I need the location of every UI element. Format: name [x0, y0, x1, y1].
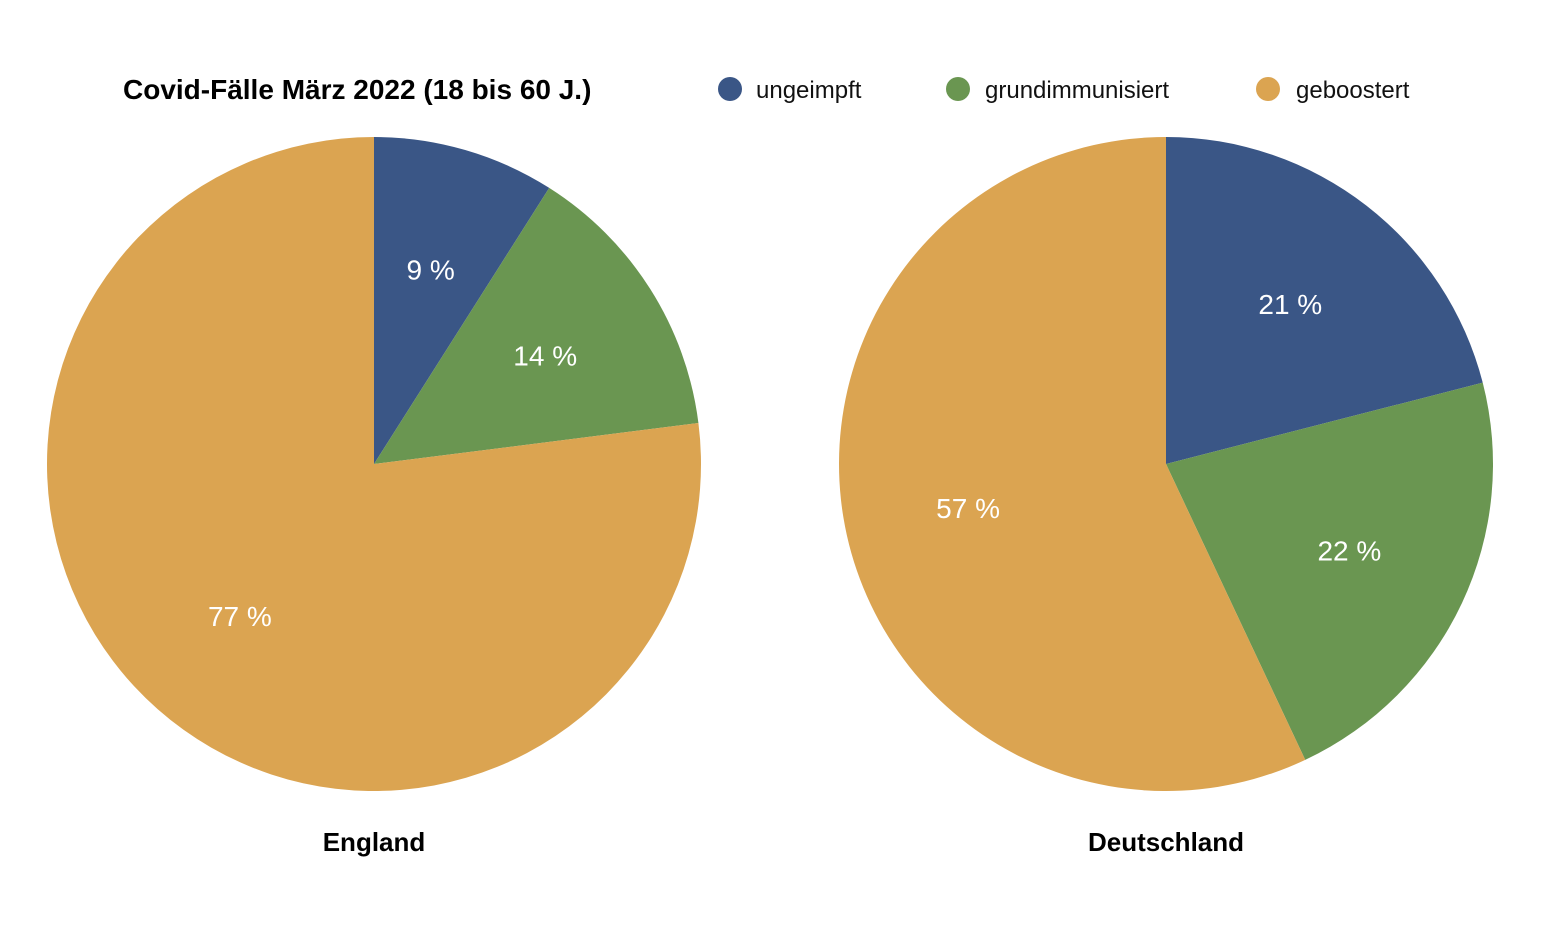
legend-item-0: ungeimpft [718, 77, 862, 104]
slice-label-england-2: 77 % [208, 601, 272, 632]
pie-england: 9 % 14 % 77 % [46, 137, 701, 791]
pie-caption-deutschland: Deutschland [1088, 827, 1244, 857]
slice-label-deutschland-1: 22 % [1317, 535, 1381, 566]
legend-label-1: grundimmunisiert [985, 77, 1169, 104]
legend-swatch-1 [946, 77, 970, 101]
pie-slice-england-2 [46, 137, 701, 791]
legend-swatch-0 [718, 77, 742, 101]
pies-layer: 9 % 14 % 77 % 21 % 22 % 57 % [46, 137, 1494, 791]
slice-label-deutschland-0: 21 % [1258, 289, 1322, 320]
pie-slice-england-1 [374, 187, 699, 464]
pie-slice-deutschland-2 [839, 137, 1306, 791]
legend-swatch-2 [1256, 77, 1280, 101]
chart-title: Covid-Fälle März 2022 (18 bis 60 J.) [123, 74, 591, 105]
pie-deutschland: 21 % 22 % 57 % [839, 137, 1494, 791]
legend-label-2: geboostert [1296, 77, 1410, 104]
legend-item-2: geboostert [1256, 77, 1410, 104]
legend-item-1: grundimmunisiert [946, 77, 1169, 104]
pie-slice-deutschland-1 [1166, 382, 1494, 760]
pie-slice-deutschland-0 [1166, 137, 1483, 464]
legend-label-0: ungeimpft [756, 77, 862, 104]
pie-caption-england: England [323, 827, 426, 857]
legend: ungeimpft grundimmunisiert geboostert [718, 77, 1410, 104]
pie-slice-england-0 [374, 137, 550, 464]
slice-label-england-1: 14 % [513, 340, 577, 371]
slice-label-deutschland-2: 57 % [936, 493, 1000, 524]
slice-label-england-0: 9 % [406, 254, 454, 285]
